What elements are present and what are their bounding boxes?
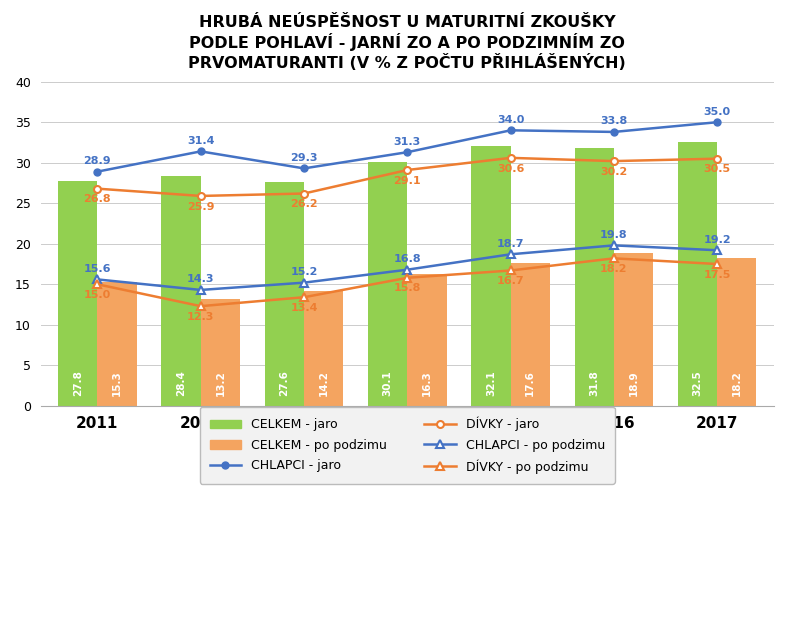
Text: 33.8: 33.8 (600, 116, 627, 126)
Bar (162, 175, 200, 406)
Text: 18.7: 18.7 (497, 239, 525, 249)
Text: 34.0: 34.0 (497, 115, 524, 124)
Text: 16.8: 16.8 (394, 254, 421, 264)
Text: 12.3: 12.3 (187, 312, 215, 322)
Text: 17.5: 17.5 (704, 270, 731, 279)
Text: 31.8: 31.8 (589, 370, 600, 396)
Bar (574, 148, 614, 406)
Text: 18.9: 18.9 (629, 371, 638, 396)
Bar (678, 142, 717, 406)
Legend: CELKEM - jaro, CELKEM - po podzimu, CHLAPCI - jaro, DÍVKY - jaro, CHLAPCI - po p: CELKEM - jaro, CELKEM - po podzimu, CHLA… (200, 407, 615, 484)
Bar (717, 258, 757, 406)
Text: 14.3: 14.3 (187, 274, 215, 285)
Text: 15.8: 15.8 (394, 283, 421, 293)
Text: 25.9: 25.9 (187, 202, 215, 212)
Text: 30.1: 30.1 (383, 370, 393, 396)
Text: 32.1: 32.1 (486, 370, 496, 396)
Bar (407, 274, 447, 406)
Text: 15.0: 15.0 (84, 290, 111, 300)
Text: 31.4: 31.4 (187, 136, 215, 145)
Bar (510, 263, 550, 406)
Text: 28.9: 28.9 (84, 156, 111, 166)
Text: 35.0: 35.0 (704, 107, 731, 117)
Text: 26.2: 26.2 (290, 199, 318, 209)
Text: 30.5: 30.5 (704, 165, 731, 174)
Text: 27.6: 27.6 (279, 370, 290, 396)
Text: 18.2: 18.2 (732, 370, 742, 396)
Text: 14.2: 14.2 (319, 370, 329, 396)
Bar (368, 162, 407, 406)
Bar (97, 282, 136, 406)
Text: 32.5: 32.5 (693, 370, 702, 396)
Title: HRUBÁ NEÚSPĚŠNOST U MATURITNÍ ZKOUŠKY
PODLE POHLAVÍ - JARNÍ ZO A PO PODZIMNÍM ZO: HRUBÁ NEÚSPĚŠNOST U MATURITNÍ ZKOUŠKY PO… (189, 15, 626, 71)
Text: 19.8: 19.8 (600, 230, 628, 240)
Text: 30.6: 30.6 (497, 163, 524, 174)
Text: 27.8: 27.8 (73, 370, 83, 396)
Text: 29.1: 29.1 (394, 175, 421, 186)
Text: 15.2: 15.2 (290, 267, 318, 277)
Text: 15.6: 15.6 (84, 263, 111, 274)
Bar (200, 299, 240, 406)
Text: 18.2: 18.2 (600, 264, 627, 274)
Bar (614, 253, 653, 406)
Bar (265, 182, 304, 406)
Text: 30.2: 30.2 (600, 167, 627, 177)
Text: 19.2: 19.2 (703, 235, 731, 244)
Text: 31.3: 31.3 (394, 137, 421, 147)
Text: 16.7: 16.7 (497, 276, 525, 286)
Text: 13.2: 13.2 (215, 370, 226, 396)
Text: 26.8: 26.8 (84, 195, 111, 204)
Bar (58, 181, 97, 406)
Text: 15.3: 15.3 (112, 370, 122, 396)
Text: 17.6: 17.6 (525, 370, 535, 396)
Text: 16.3: 16.3 (422, 370, 432, 396)
Text: 28.4: 28.4 (176, 370, 186, 396)
Bar (471, 145, 510, 406)
Text: 13.4: 13.4 (290, 303, 318, 313)
Bar (304, 291, 343, 406)
Text: 29.3: 29.3 (290, 152, 318, 163)
